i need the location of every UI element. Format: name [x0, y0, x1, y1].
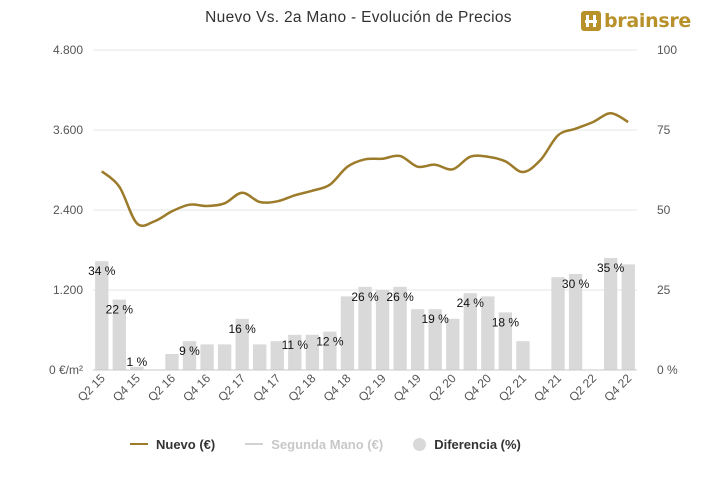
data-label: 34 % — [88, 264, 116, 278]
data-label: 9 % — [179, 344, 200, 358]
y-right-tick-label: 75 — [657, 123, 671, 137]
data-label: 22 % — [106, 303, 134, 317]
diferencia-bar — [95, 261, 109, 370]
x-tick-label: Q4 18 — [321, 371, 354, 404]
x-tick-label: Q2 19 — [356, 371, 389, 404]
chart-title: Nuevo Vs. 2a Mano - Evolución de Precios — [205, 9, 512, 26]
diferencia-bar — [410, 309, 425, 370]
x-tick-label: Q2 17 — [215, 371, 248, 404]
diferencia-bar — [235, 318, 249, 370]
y-left-tick-label: 0 €/m² — [49, 363, 83, 377]
diferencia-bar — [604, 258, 618, 370]
data-label: 26 % — [386, 290, 414, 304]
data-label: 26 % — [351, 290, 379, 304]
y-right-tick-label: 0 % — [657, 363, 678, 377]
logo-mark-icon — [581, 11, 601, 31]
data-label: 16 % — [228, 322, 256, 336]
data-label: 30 % — [562, 277, 590, 291]
diferencia-bar — [182, 341, 197, 370]
data-label: 35 % — [597, 261, 625, 275]
legend-item-segunda-mano[interactable]: Segunda Mano (€) — [245, 437, 383, 452]
x-tick-label: Q4 20 — [461, 371, 494, 404]
diferencia-bar — [621, 264, 635, 370]
x-tick-label: Q2 22 — [566, 371, 599, 404]
diferencia-bar — [568, 274, 583, 370]
brand-logo: brainsre — [581, 8, 691, 34]
x-tick-label: Q4 16 — [180, 371, 213, 404]
legend-line-icon — [130, 443, 148, 445]
x-tick-label: Q2 18 — [285, 371, 318, 404]
x-tick-label: Q2 21 — [496, 371, 529, 404]
data-label: 11 % — [282, 338, 309, 352]
y-right-tick-label: 50 — [657, 203, 671, 217]
diferencia-bar — [481, 296, 495, 370]
diferencia-bar — [516, 341, 530, 370]
x-tick-label: Q2 16 — [145, 371, 178, 404]
diferencia-bar — [217, 344, 232, 370]
diferencia-bar — [130, 366, 144, 370]
nuevo-line-layer — [100, 112, 629, 227]
diferencia-bar — [288, 334, 302, 370]
x-tick-label: Q4 19 — [391, 371, 424, 404]
x-tick-label: Q4 22 — [601, 371, 634, 404]
diferencia-bar — [428, 309, 442, 370]
data-label: 12 % — [316, 335, 344, 349]
nuevo-line — [100, 112, 629, 227]
data-label: 19 % — [422, 312, 450, 326]
diferencia-bars — [95, 258, 635, 370]
y-left-tick-label: 4.800 — [53, 43, 83, 57]
data-labels: 34 % 22 % 1 % 9 % 16 % 11 % 12 % 26 % 26 % 19 % 24… — [88, 261, 625, 369]
legend-dot-icon — [413, 437, 427, 451]
diferencia-bar — [446, 318, 460, 370]
y-left-tick-label: 2.400 — [53, 203, 83, 217]
x-tick-label: Q4 15 — [110, 371, 143, 404]
logo-text: brainsre — [604, 10, 691, 32]
x-tick-label: Q4 21 — [531, 371, 564, 404]
diferencia-bar — [498, 312, 513, 370]
diferencia-bar — [253, 344, 267, 370]
diferencia-bar — [323, 331, 337, 370]
data-label: 1 % — [127, 355, 148, 369]
diferencia-bar — [270, 341, 284, 370]
x-tick-label: Q2 20 — [426, 371, 459, 404]
diferencia-bar — [112, 299, 126, 370]
legend-line-icon — [245, 443, 264, 445]
diferencia-bar — [340, 296, 355, 370]
diferencia-bar — [463, 293, 477, 370]
legend-label-diferencia: Diferencia (%) — [434, 436, 521, 452]
gridlines — [93, 49, 637, 291]
legend-item-diferencia[interactable]: Diferencia (%) — [413, 437, 521, 452]
diferencia-bar — [551, 277, 565, 370]
y-right-tick-label: 100 — [657, 43, 677, 57]
data-label: 18 % — [492, 315, 520, 329]
legend-label-nuevo: Nuevo (€) — [156, 436, 216, 452]
y-left-tick-label: 3.600 — [53, 123, 83, 137]
x-tick-label: Q4 17 — [250, 371, 283, 404]
diferencia-bar — [358, 286, 372, 370]
data-label: 24 % — [457, 296, 485, 310]
diferencia-bar — [200, 344, 214, 370]
legend-label-segunda-mano: Segunda Mano (€) — [271, 436, 384, 452]
y-right-tick-label: 25 — [657, 283, 671, 297]
diferencia-bar — [375, 290, 390, 370]
legend-item-nuevo[interactable]: Nuevo (€) — [130, 437, 215, 452]
diferencia-bar — [165, 354, 179, 370]
y-left-tick-label: 1.200 — [53, 283, 83, 297]
diferencia-bar — [305, 334, 320, 370]
diferencia-bar — [393, 286, 407, 370]
legend: Nuevo (€) Segunda Mano (€) Diferencia (%… — [130, 434, 551, 454]
